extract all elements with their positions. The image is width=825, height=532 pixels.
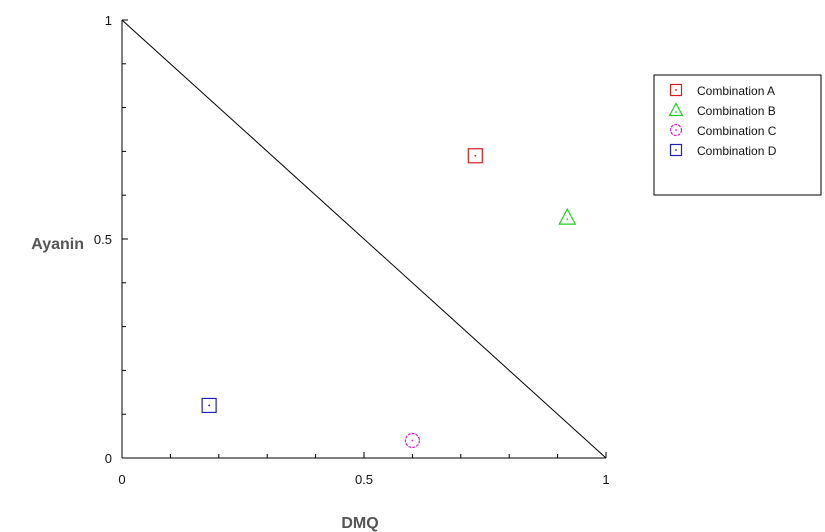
data-point	[467, 148, 483, 164]
marker-shape	[404, 432, 420, 449]
data-point	[201, 397, 217, 414]
legend: Combination A Combination B Combination C C…	[653, 74, 822, 196]
data-point	[404, 432, 420, 449]
legend-label: Combination B	[697, 104, 776, 118]
data-point	[558, 207, 577, 225]
legend-label: Combination C	[697, 124, 777, 138]
legend-label: Combination A	[697, 84, 775, 98]
x-axis-title: DMQ	[341, 515, 378, 532]
marker-shape	[669, 143, 683, 157]
marker-dot	[411, 439, 414, 442]
marker-dot	[675, 111, 677, 113]
marker-dot	[675, 89, 677, 91]
markers	[201, 148, 577, 449]
x-tick-label: 1	[602, 472, 609, 487]
y-tick-label: 0	[105, 451, 112, 466]
marker-dot	[566, 218, 569, 221]
marker-shape	[558, 207, 577, 225]
reference-line	[121, 19, 607, 459]
marker-shape	[669, 83, 683, 97]
legend-marker	[669, 143, 683, 157]
axes: 0 0.5 1 0 0.5 1	[94, 13, 610, 487]
legend-marker	[669, 83, 683, 97]
legend-marker	[668, 102, 684, 117]
x-tick-label: 0	[118, 472, 125, 487]
marker-dot	[675, 149, 677, 151]
marker-shape	[668, 102, 684, 117]
marker-shape	[669, 123, 683, 137]
y-tick-label: 0.5	[94, 232, 112, 247]
y-tick-label: 1	[105, 13, 112, 28]
marker-dot	[208, 404, 211, 407]
marker-shape	[467, 148, 483, 164]
marker-dot	[474, 154, 477, 157]
marker-dot	[675, 129, 677, 131]
marker-shape	[201, 397, 217, 414]
legend-marker	[669, 123, 683, 137]
legend-label: Combination D	[697, 144, 777, 158]
x-tick-label: 0.5	[355, 472, 373, 487]
y-axis-title: Ayanin	[31, 236, 84, 253]
